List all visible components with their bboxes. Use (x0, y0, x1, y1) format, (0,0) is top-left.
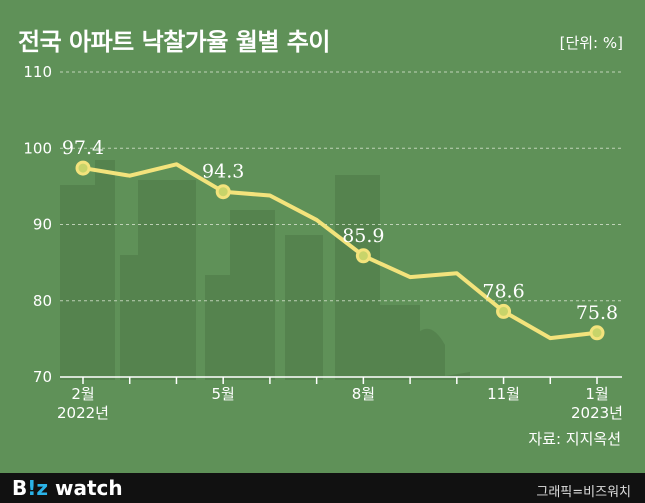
building-silhouettes (60, 160, 470, 380)
y-tick-label-100: 100 (23, 139, 52, 157)
graphic-credit: 그래픽=비즈워치 (536, 485, 631, 500)
x-tick-label: 2월 (71, 385, 94, 403)
brand-logo: B!z watch (12, 476, 123, 500)
data-label: 97.4 (62, 137, 104, 159)
data-label: 85.9 (342, 225, 384, 247)
x-tick-label: 5월 (212, 385, 235, 403)
grid-lines (60, 71, 622, 302)
footer-bar: B!z watch 그래픽=비즈워치 (0, 473, 645, 503)
chart-title: 전국 아파트 낙찰가율 월별 추이 (18, 28, 330, 56)
y-tick-label-110: 110 (23, 63, 52, 81)
data-point-marker (589, 325, 605, 341)
data-label: 78.6 (482, 280, 524, 302)
data-point-marker (355, 248, 371, 264)
series-line (81, 162, 599, 341)
data-point-marker (215, 184, 231, 200)
y-tick-label-70: 70 (33, 368, 52, 386)
x-tick-year-label: 2023년 (571, 404, 623, 422)
y-tick-label-80: 80 (33, 292, 52, 310)
x-tick-label: 1월 (585, 385, 608, 403)
data-point-marker (496, 303, 512, 319)
data-labels: 97.4 94.3 85.9 78.6 75.8 (62, 137, 618, 324)
unit-label: [단위: %] (559, 34, 623, 52)
data-point-marker (75, 160, 91, 176)
data-markers (75, 160, 605, 341)
x-tick-label: 11월 (487, 385, 520, 403)
data-label: 75.8 (576, 302, 618, 324)
data-label: 94.3 (202, 161, 244, 183)
y-axis-ticks: 70 80 90 100 110 (23, 63, 52, 386)
source-note: 자료: 지지옥션 (528, 430, 621, 448)
x-tick-year-label: 2022년 (57, 404, 109, 422)
y-tick-label-90: 90 (33, 216, 52, 234)
x-tick-label: 8월 (352, 385, 375, 403)
